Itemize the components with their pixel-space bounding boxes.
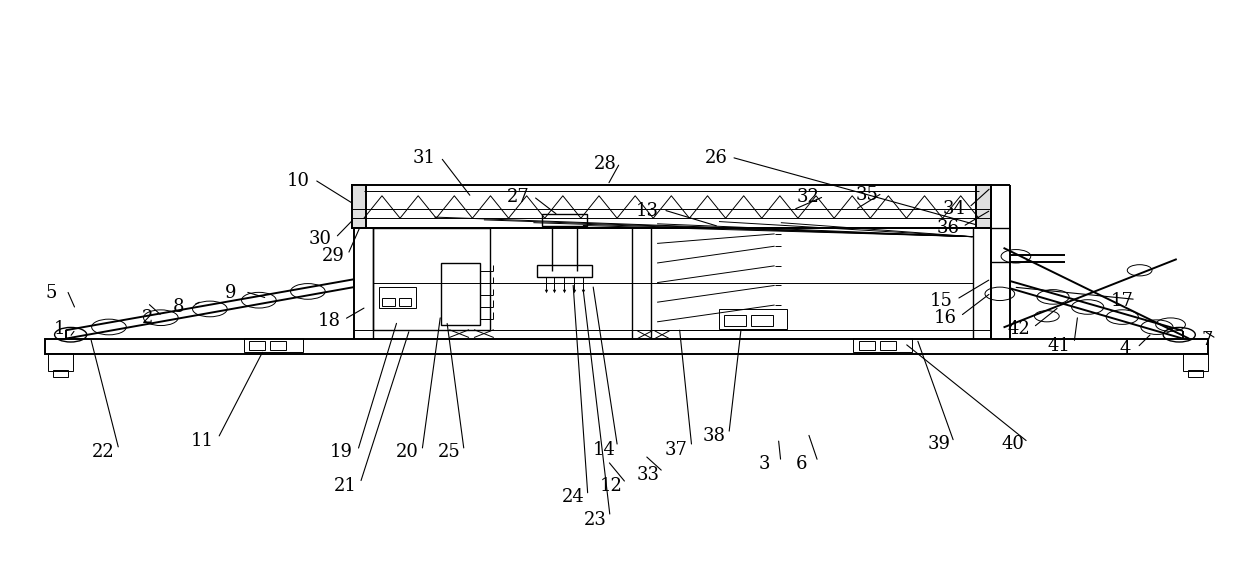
Bar [45,338,1208,354]
Bar [249,341,265,350]
Bar [853,338,911,351]
Text: 12: 12 [600,477,622,495]
Bar [719,309,787,329]
Text: 41: 41 [1048,337,1070,355]
Bar [440,263,480,325]
Text: 21: 21 [334,477,357,495]
Text: 8: 8 [172,298,184,316]
Bar [1188,370,1203,377]
Text: 9: 9 [224,284,236,302]
Text: 38: 38 [703,427,725,445]
Text: 40: 40 [1002,435,1025,453]
Text: 14: 14 [593,441,615,459]
Text: 23: 23 [584,511,606,529]
Text: 37: 37 [665,441,687,459]
Text: 31: 31 [413,149,436,167]
Bar [724,315,746,327]
Bar [48,353,73,371]
Bar [270,341,286,350]
Bar [378,287,415,308]
Text: 36: 36 [936,219,960,237]
Bar [398,298,410,306]
Text: 2: 2 [141,309,153,327]
Text: 24: 24 [562,488,584,506]
Text: 26: 26 [706,149,728,167]
Text: 5: 5 [45,284,57,302]
Text: 13: 13 [636,203,658,221]
Text: 20: 20 [396,444,419,461]
Text: 30: 30 [309,230,332,248]
Text: 11: 11 [190,432,213,450]
Bar [751,315,774,327]
Bar [537,265,591,277]
Bar [880,341,897,350]
Bar [1183,353,1208,371]
Text: 42: 42 [1007,320,1029,338]
Text: 35: 35 [856,186,879,204]
Text: 22: 22 [92,444,114,461]
Bar [351,185,366,228]
Text: 34: 34 [942,200,966,218]
Text: 19: 19 [330,444,353,461]
Text: 16: 16 [934,309,957,327]
Text: 4: 4 [1118,339,1131,358]
Text: 32: 32 [796,189,820,207]
Text: 29: 29 [321,247,345,265]
Text: 25: 25 [438,444,460,461]
Bar [351,185,991,228]
Text: 18: 18 [317,312,341,330]
Bar [244,338,304,351]
Bar [53,370,68,377]
Bar [859,341,875,350]
Bar [372,228,490,330]
Text: 1: 1 [53,320,66,338]
Text: 28: 28 [594,155,616,173]
Text: 17: 17 [1111,292,1133,310]
Bar [651,228,972,330]
Text: 33: 33 [637,466,660,484]
Bar [542,214,587,226]
Text: 10: 10 [286,172,310,190]
Text: 3: 3 [759,454,770,472]
Text: 7: 7 [1202,331,1214,349]
Text: 15: 15 [930,292,954,310]
Text: 6: 6 [796,454,807,472]
Bar [382,298,394,306]
Text: 39: 39 [928,435,951,453]
Text: 27: 27 [507,189,529,207]
Bar [976,185,991,228]
